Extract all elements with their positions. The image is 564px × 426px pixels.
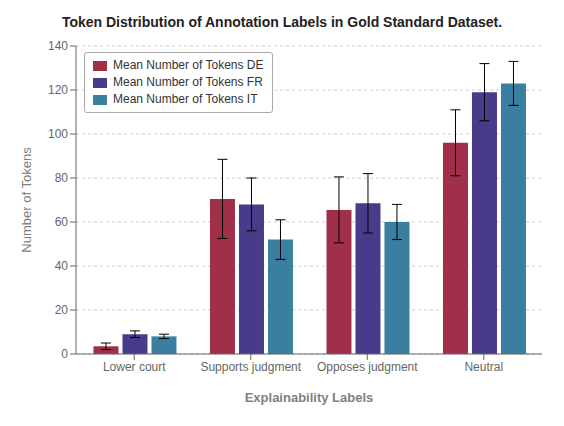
html-text:Mean Number of Tokens DE: Mean Number of Tokens DE [113,58,264,72]
svg-text:Supports judgment: Supports judgment [200,360,301,374]
svg-text:0: 0 [61,347,68,361]
html-text:Mean Number of Tokens IT: Mean Number of Tokens IT [113,92,258,106]
svg-text:80: 80 [55,171,69,185]
svg-text:Neutral: Neutral [464,360,503,374]
html-text:Token Distribution of Annotati: Token Distribution of Annotation Labels … [61,14,503,30]
svg-text:Lower court: Lower court [103,360,166,374]
svg-text:120: 120 [48,83,68,97]
svg-text:40: 40 [55,259,69,273]
svg-text:60: 60 [55,215,69,229]
svg-text:100: 100 [48,127,68,141]
svg-text:Number of Tokens: Number of Tokens [19,147,34,253]
svg-text:Explainability Labels: Explainability Labels [245,390,374,405]
svg-text:140: 140 [48,39,68,53]
svg-text:Opposes judgment: Opposes judgment [317,360,418,374]
svg-text:20: 20 [55,303,69,317]
html-text:Mean Number of Tokens FR: Mean Number of Tokens FR [113,75,263,89]
